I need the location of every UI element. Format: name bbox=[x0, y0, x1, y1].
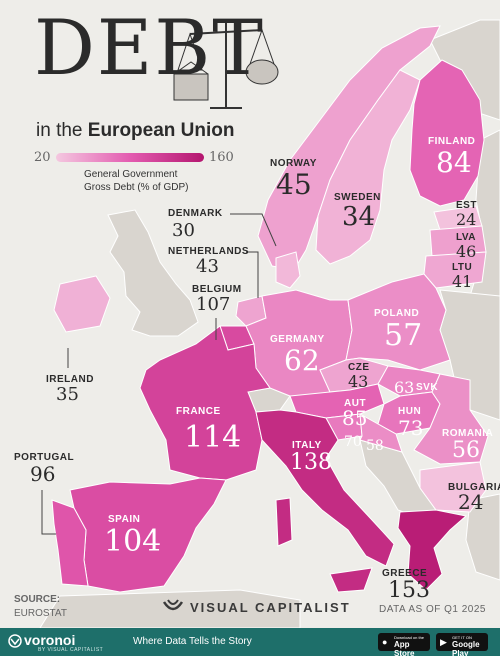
country-value-croatia: 58 bbox=[366, 438, 384, 454]
voronoi-logo-icon bbox=[8, 634, 22, 648]
country-name-norway: NORWAY bbox=[270, 158, 317, 169]
country-shape-italy bbox=[255, 409, 395, 567]
country-name-cze: CZE bbox=[348, 362, 370, 373]
leader-line-denmark bbox=[230, 213, 277, 247]
country-value-bulgaria: 24 bbox=[458, 490, 484, 514]
country-value-france: 114 bbox=[184, 420, 242, 455]
country-shape-bulgaria bbox=[419, 461, 487, 513]
apple-icon: ● bbox=[382, 637, 388, 647]
legend-caption-line2: Gross Debt (% of GDP) bbox=[84, 182, 189, 193]
legend-gradient-bar bbox=[56, 153, 204, 162]
country-value-hun: 73 bbox=[398, 416, 424, 440]
country-value-germany: 62 bbox=[284, 344, 320, 377]
country-value-cze: 43 bbox=[348, 372, 369, 391]
country-name-aut: AUT bbox=[344, 398, 367, 409]
country-value-italy: 138 bbox=[290, 450, 332, 475]
country-name-romania: ROMANIA bbox=[442, 428, 494, 439]
country-shape-sardinia bbox=[275, 497, 293, 547]
country-value-belgium: 107 bbox=[196, 294, 231, 315]
country-shape-sicily bbox=[329, 567, 373, 593]
google-play-button[interactable]: ▶ GET IT ON Google Play bbox=[436, 633, 488, 656]
country-name-spain: SPAIN bbox=[108, 514, 141, 525]
country-value-norway: 45 bbox=[276, 168, 312, 201]
country-shape-ireland bbox=[53, 275, 111, 333]
subtitle: in the European Union bbox=[36, 120, 235, 142]
source-label: SOURCE: bbox=[14, 594, 61, 605]
country-value-greece: 153 bbox=[388, 578, 430, 603]
google-play-big-text: Google Play bbox=[452, 640, 480, 656]
voronoi-logo-sub: BY VISUAL CAPITALIST bbox=[38, 647, 104, 653]
country-value-finland: 84 bbox=[436, 146, 472, 179]
country-value-portugal: 96 bbox=[30, 462, 56, 486]
country-value-ireland: 35 bbox=[56, 384, 79, 405]
country-name-lva: LVA bbox=[456, 232, 477, 243]
country-shape-lithuania bbox=[423, 251, 487, 289]
country-name-france: FRANCE bbox=[176, 406, 221, 417]
country-name-ltu: LTU bbox=[452, 262, 473, 273]
country-name-svk: SVK bbox=[416, 382, 439, 393]
country-value-romania: 56 bbox=[452, 438, 480, 463]
country-value-sweden: 34 bbox=[342, 202, 376, 232]
country-name-est: EST bbox=[456, 200, 477, 211]
country-value-ltu: 41 bbox=[452, 272, 473, 291]
country-name-portugal: PORTUGAL bbox=[14, 452, 75, 463]
country-name-sweden: SWEDEN bbox=[334, 192, 381, 203]
country-shape-sweden bbox=[315, 69, 421, 265]
country-value-lva: 46 bbox=[456, 242, 477, 261]
google-play-small-text: GET IT ON bbox=[452, 635, 472, 640]
visual-capitalist-logo-icon bbox=[162, 599, 184, 611]
country-shape-finland bbox=[409, 59, 485, 207]
country-shape-croatia bbox=[359, 413, 403, 453]
uk-landmass bbox=[107, 209, 199, 337]
country-value-aut: 85 bbox=[342, 406, 368, 430]
leader-line-netherlands bbox=[246, 251, 259, 298]
country-shape-france bbox=[139, 325, 271, 481]
balance-scale-icon bbox=[173, 20, 279, 109]
app-store-small-text: Download on the bbox=[394, 635, 425, 640]
country-name-bulgaria: BULGARIA bbox=[448, 482, 500, 493]
brand-name: VISUAL CAPITALIST bbox=[190, 600, 351, 615]
voronoi-logo-text: voronoi bbox=[24, 632, 76, 648]
country-value-svk: 63 bbox=[394, 378, 415, 397]
title-debt: DEBT bbox=[34, 3, 265, 92]
app-store-button[interactable]: ● Download on the App Store bbox=[378, 633, 430, 656]
app-store-big-text: App Store bbox=[394, 640, 415, 656]
subtitle-bold: European Union bbox=[87, 120, 235, 141]
country-value-poland: 57 bbox=[384, 318, 423, 353]
country-shape-greece bbox=[397, 509, 468, 591]
footer-bar: voronoi BY VISUAL CAPITALIST Where Data … bbox=[0, 628, 500, 656]
legend-max: 160 bbox=[209, 150, 234, 165]
legend-min: 20 bbox=[34, 150, 51, 165]
country-name-ireland: IRELAND bbox=[46, 374, 94, 385]
country-name-greece: GREECE bbox=[382, 568, 428, 579]
country-name-italy: ITALY bbox=[292, 440, 322, 451]
country-value-spain: 104 bbox=[104, 524, 162, 559]
country-name-poland: POLAND bbox=[374, 308, 420, 319]
country-value-est: 24 bbox=[456, 210, 477, 229]
europe-map bbox=[39, 19, 500, 628]
country-value-slovenia: 70 bbox=[344, 434, 362, 450]
subtitle-prefix: in the bbox=[36, 120, 83, 141]
country-shape-norway bbox=[257, 25, 441, 271]
footer-tagline: Where Data Tells the Story bbox=[133, 636, 252, 647]
country-value-denmark: 30 bbox=[172, 220, 195, 241]
country-name-hun: HUN bbox=[398, 406, 422, 417]
leader-line-portugal bbox=[41, 490, 56, 535]
country-shape-denmark bbox=[275, 251, 301, 289]
country-name-finland: FINLAND bbox=[428, 136, 476, 147]
data-as-of: DATA AS OF Q1 2025 bbox=[378, 604, 486, 615]
country-name-belgium: BELGIUM bbox=[192, 284, 242, 295]
country-shape-portugal bbox=[51, 499, 89, 587]
source-value: EUROSTAT bbox=[14, 608, 67, 619]
turkey bbox=[465, 493, 500, 581]
country-value-netherlands: 43 bbox=[196, 256, 219, 277]
country-name-germany: GERMANY bbox=[270, 334, 325, 345]
country-name-netherlands: NETHERLANDS bbox=[168, 246, 250, 257]
legend-caption: General Government Gross Debt (% of GDP) bbox=[84, 168, 234, 194]
legend-caption-line1: General Government bbox=[84, 169, 178, 180]
country-name-denmark: DENMARK bbox=[168, 208, 223, 219]
google-play-icon: ▶ bbox=[440, 637, 447, 647]
